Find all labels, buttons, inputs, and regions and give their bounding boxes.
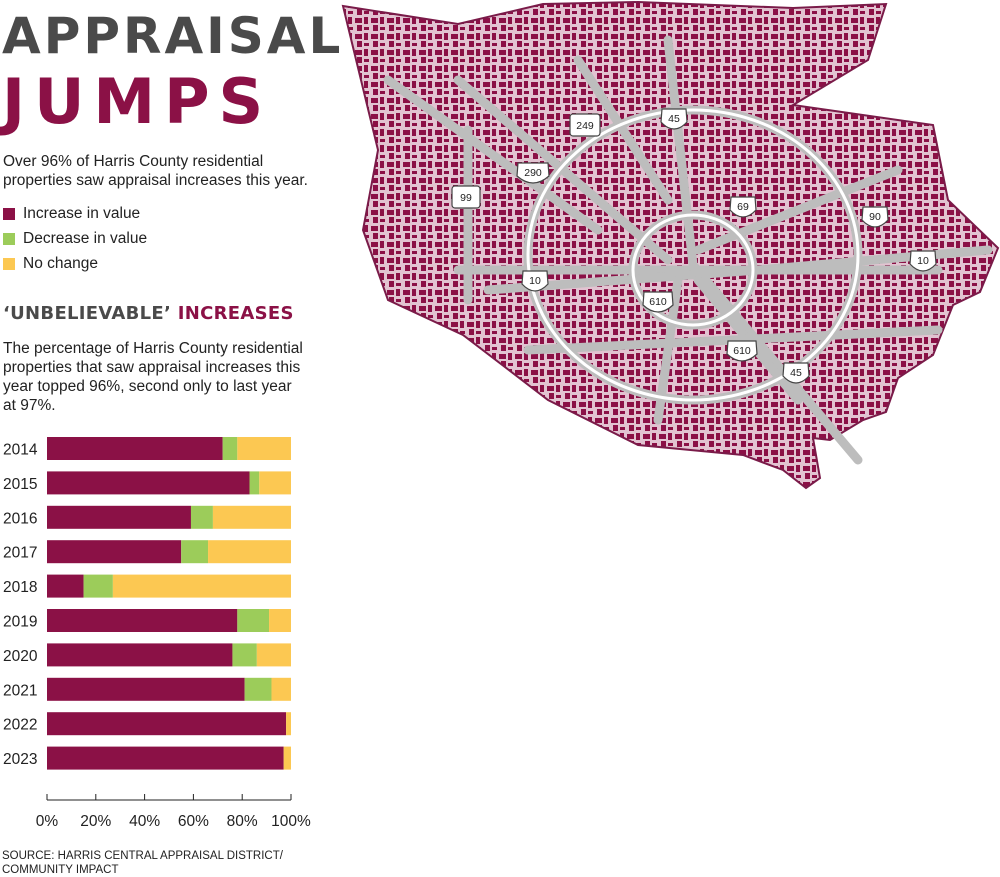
year-label: 2023 [3, 751, 37, 768]
legend-swatch-no-change [3, 257, 15, 270]
source-line-1: SOURCE: HARRIS CENTRAL APPRAISAL DISTRIC… [2, 850, 283, 862]
shield-label-45-north: 45 [668, 113, 680, 125]
bar-segment [47, 712, 287, 736]
bar-segment [47, 609, 238, 632]
shield-label-610-south: 610 [733, 345, 751, 357]
bar-segment [271, 677, 291, 701]
bar-segment [47, 437, 223, 460]
shield-290: 290 [516, 162, 550, 184]
x-tick-label: 60% [178, 813, 209, 830]
bar-segment [112, 574, 291, 598]
highways-inner [526, 108, 860, 402]
bar-segment [237, 437, 291, 460]
bar-segment [47, 540, 182, 564]
bar-segment [47, 471, 250, 495]
shield-69: 69 [729, 196, 757, 218]
section-heading-part-1: ‘UNBELIEVABLE’ [3, 303, 172, 324]
bar-segment [244, 677, 272, 701]
bar-segment [222, 437, 238, 460]
shield-45-north: 45 [660, 108, 688, 130]
bar-segment [259, 471, 291, 495]
stacked-bar-chart: 2014 2015 2016 2017 2018 2019 2020 2021 2022 2023… [3, 437, 311, 830]
shield-label-69: 69 [737, 201, 749, 213]
year-label: 2015 [3, 476, 37, 493]
year-label: 2014 [3, 442, 38, 459]
bar-segment [47, 505, 191, 529]
shield-label-610-west: 610 [649, 296, 667, 308]
bar-segment [47, 574, 84, 598]
bar-segment [47, 677, 245, 701]
legend-item-no-change: No change [3, 251, 147, 276]
section-heading: ‘UNBELIEVABLE’ INCREASES [3, 303, 294, 324]
bar-segment [283, 746, 291, 770]
legend-swatch-increase [3, 207, 15, 220]
shield-label-249: 249 [576, 120, 594, 132]
bar-segment [249, 471, 260, 495]
shield-label-10-west: 10 [529, 275, 541, 287]
x-tick-label: 0% [36, 813, 59, 830]
shield-249: 249 [569, 113, 601, 137]
legend-label-decrease: Decrease in value [23, 229, 148, 247]
bar-segment [237, 609, 270, 632]
year-label: 2018 [3, 579, 37, 596]
title-line-1: APPRAISAL [2, 7, 344, 65]
bar-segment [47, 746, 284, 770]
source-line-2: COMMUNITY IMPACT [2, 864, 119, 876]
bar-segment [232, 643, 257, 667]
shield-610-south: 610 [726, 340, 758, 362]
shield-90: 90 [861, 206, 889, 228]
bar-segment [83, 574, 113, 598]
x-tick-label: 20% [80, 813, 111, 830]
shield-label-290: 290 [524, 167, 542, 179]
year-label: 2022 [3, 717, 37, 734]
bar-segment [47, 643, 233, 667]
section-heading-part-2: INCREASES [177, 303, 294, 324]
shield-label-99: 99 [460, 192, 472, 204]
legend-swatch-decrease [3, 232, 15, 245]
legend-item-increase: Increase in value [3, 201, 147, 226]
shield-99: 99 [451, 185, 481, 209]
bar-segment [208, 540, 291, 564]
county-border [341, 0, 1000, 490]
year-label: 2017 [3, 545, 37, 562]
bar-segment [212, 505, 291, 529]
x-tick-label: 40% [129, 813, 160, 830]
highway-shields: 249 45 290 99 69 90 10 10 [451, 108, 937, 384]
year-label: 2019 [3, 614, 37, 631]
intro-text: Over 96% of Harris County residential pr… [3, 153, 308, 189]
x-tick-label: 100% [271, 813, 311, 830]
year-label: 2016 [3, 510, 37, 527]
shield-label-10-east: 10 [917, 255, 929, 267]
shield-610-west: 610 [642, 291, 674, 313]
shield-10-west: 10 [521, 270, 549, 292]
bar-segment [256, 643, 291, 667]
bar-segment [286, 712, 291, 736]
shield-label-45-south: 45 [790, 367, 802, 379]
shield-10-east: 10 [909, 250, 937, 272]
legend-label-no-change: No change [23, 254, 98, 272]
year-label: 2021 [3, 682, 37, 699]
bar-segment [269, 609, 291, 632]
legend: Increase in value Decrease in value No c… [3, 201, 147, 276]
harris-county-map: 249 45 290 99 69 90 10 10 [341, 0, 1000, 490]
shield-45-south: 45 [782, 362, 810, 384]
bar-segment [181, 540, 209, 564]
shield-label-90: 90 [869, 211, 881, 223]
source-note: SOURCE: HARRIS CENTRAL APPRAISAL DISTRIC… [2, 849, 283, 877]
section-description: The percentage of Harris County resident… [3, 340, 303, 414]
x-tick-label: 80% [227, 813, 258, 830]
legend-label-increase: Increase in value [23, 204, 141, 222]
legend-item-decrease: Decrease in value [3, 226, 147, 251]
title-line-2: JUMPS [2, 65, 273, 138]
year-label: 2020 [3, 648, 38, 665]
bar-segment [190, 505, 213, 529]
